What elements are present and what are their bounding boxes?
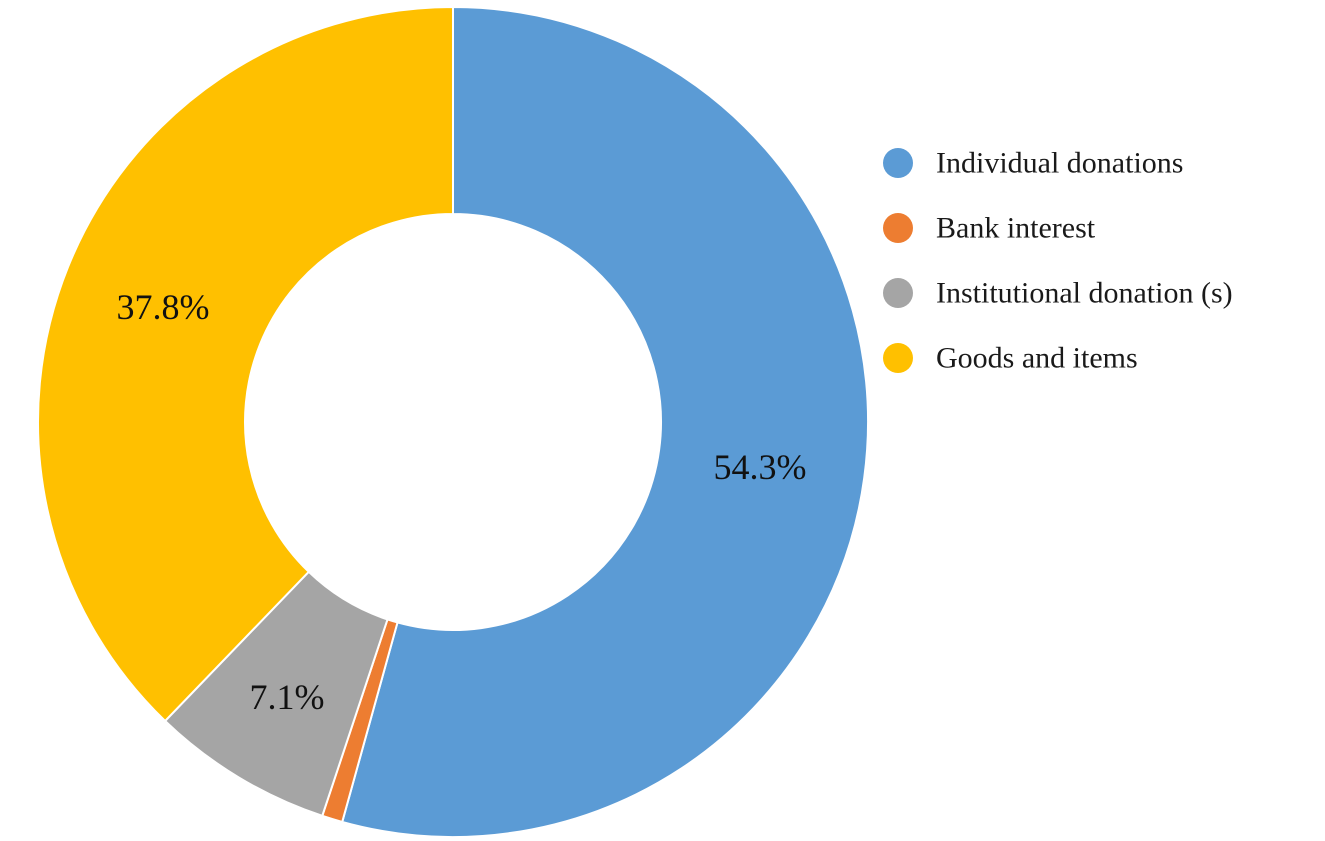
data-label-individual-donations: 54.3% (714, 447, 807, 487)
data-label-institutional-donation-s: 7.1% (250, 677, 325, 717)
legend: Individual donations Bank interest Institu… (883, 147, 1233, 375)
slice-individual-donations (341, 5, 869, 838)
donut-slices (37, 5, 869, 838)
slice-goods-and-items (37, 5, 454, 723)
legend-label: Goods and items (936, 342, 1138, 375)
legend-marker (883, 148, 913, 178)
legend-marker (883, 278, 913, 308)
legend-label: Bank interest (936, 212, 1096, 245)
legend-marker (883, 213, 913, 243)
legend-marker (883, 343, 913, 373)
data-labels: 54.3% 7.1% 37.8% (117, 287, 807, 717)
legend-label: Individual donations (936, 147, 1183, 180)
data-label-goods-and-items: 37.8% (117, 287, 210, 327)
legend-label: Institutional donation (s) (936, 277, 1233, 310)
